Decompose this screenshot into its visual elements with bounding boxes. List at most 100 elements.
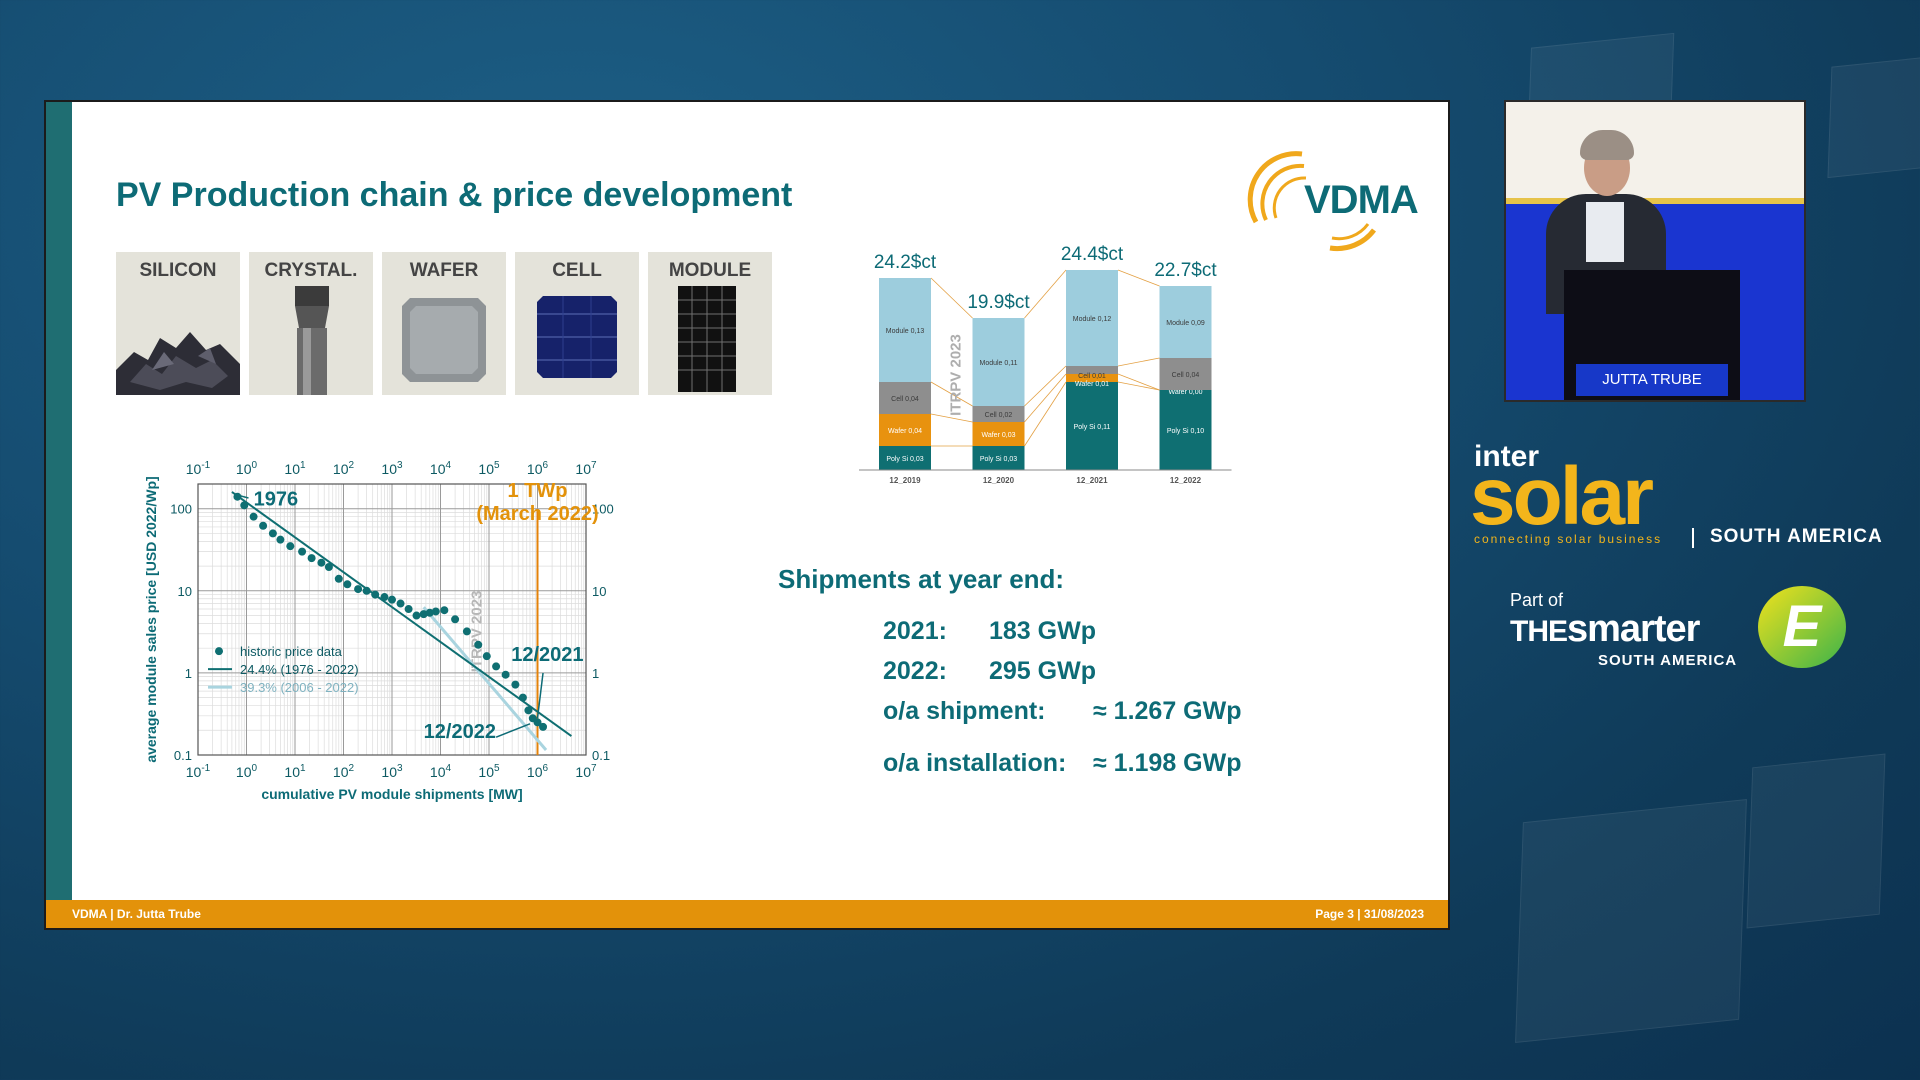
bar-segment-module <box>1159 286 1212 358</box>
bar-segment-cell <box>1159 358 1212 390</box>
price-data-point <box>451 615 460 624</box>
wafer-icon <box>402 298 486 382</box>
bar-segment-module <box>879 278 931 382</box>
bar-segment-label: Poly Si 0,03 <box>980 456 1017 463</box>
y-tick-label: 0.1 <box>174 748 192 763</box>
chain-label: MODULE <box>668 260 752 281</box>
bar-segment-label: Poly Si 0,11 <box>1074 424 1111 431</box>
price-data-point <box>524 706 533 715</box>
chain-wafer: WAFER <box>382 252 506 395</box>
intersolar-tagline: connecting solar business <box>1474 532 1663 546</box>
background-panel <box>1827 53 1920 179</box>
chain-label: CELL <box>552 260 602 281</box>
chain-label: CRYSTAL. <box>264 260 358 281</box>
y-tick-label-right: 10 <box>592 584 606 599</box>
y-tick-label: 100 <box>170 502 192 517</box>
bar-segment-poly-si <box>1159 390 1212 470</box>
x-tick-label: 10-1 <box>186 763 211 780</box>
shipment-label: 2021: <box>883 617 947 645</box>
bar-connector-line <box>1117 381 1160 391</box>
stage-stripe <box>1506 198 1804 204</box>
cost-breakdown-chart: Poly Si 0,03 Wafer 0,04 Cell 0,04 Module 0,… <box>859 245 1232 485</box>
bar-segment-module <box>1066 270 1118 366</box>
price-data-point <box>501 670 510 679</box>
itrpv-watermark: ITRPV 2023 <box>468 591 485 673</box>
solar-cell-icon <box>537 296 617 378</box>
bar-connector-line <box>1117 269 1160 287</box>
x-axis-label: cumulative PV module shipments [MW] <box>261 786 522 802</box>
annotation-1976: 1976 <box>254 488 299 510</box>
annotation-1twp: 1 TWp <box>508 480 568 502</box>
intersolar-solar: solar <box>1470 451 1654 542</box>
y-tick-label: 10 <box>178 584 192 599</box>
bar-segment-label: Cell 0,04 <box>1172 372 1200 379</box>
price-data-point <box>380 593 389 602</box>
annotation-12-2022: 12/2022 <box>424 721 496 743</box>
shipment-row-total: o/a shipment: ≈ 1.267 GWp <box>883 697 1242 726</box>
itrpv-watermark: ITRPV 2023 <box>948 334 965 416</box>
vdma-logo-text: VDMA <box>1304 178 1419 222</box>
bar-segment-label: Cell 0,01 <box>1078 373 1106 380</box>
price-data-point <box>482 652 491 661</box>
bar-total-label: 19.9$ct <box>967 292 1030 313</box>
presentation-slide: PV Production chain & price development … <box>44 100 1450 930</box>
chain-module: MODULE <box>648 252 772 395</box>
slide-accent-strip <box>46 102 72 902</box>
x-tick-label-top: 105 <box>478 460 500 477</box>
price-data-point <box>298 547 307 556</box>
the-smarter-e-logo-icon: E <box>1758 586 1846 668</box>
bar-segment-label: Wafer 0,04 <box>888 428 922 435</box>
y-tick-label-right: 0.1 <box>592 748 610 763</box>
bar-category-label: 12_2019 <box>889 476 921 485</box>
x-tick-label: 100 <box>236 763 258 780</box>
part-of-label: Part of <box>1510 590 1564 610</box>
price-data-point <box>518 693 527 702</box>
slide-footer: VDMA | Dr. Jutta Trube Page 3 | 31/08/20… <box>46 900 1448 928</box>
vdma-logo: VDMA <box>1246 144 1426 254</box>
price-data-point <box>492 662 501 671</box>
x-tick-label-top: 102 <box>333 460 355 477</box>
chain-silicon: SILICON <box>116 252 240 395</box>
bar-segment-cell <box>879 382 931 414</box>
x-tick-label: 106 <box>527 763 549 780</box>
bar-connector-line <box>930 381 973 407</box>
x-tick-label: 103 <box>381 763 403 780</box>
price-data-point <box>343 580 352 589</box>
bar-segment-label: Wafer 0,00 <box>1169 389 1203 396</box>
x-tick-label-top: 103 <box>381 460 403 477</box>
price-data-point <box>425 608 434 617</box>
bar-segment-label: Cell 0,04 <box>891 396 919 403</box>
price-data-point <box>362 586 371 595</box>
price-data-point <box>307 554 316 563</box>
annotation-arrow <box>238 494 249 499</box>
y-tick-label-right: 1 <box>592 666 599 681</box>
the-smarter-logo: THEsmarter <box>1510 608 1700 651</box>
bar-segment-poly-si <box>972 446 1025 470</box>
bar-connector-line <box>1117 357 1160 367</box>
x-tick-label: 104 <box>430 763 452 780</box>
e-letter: E <box>1783 594 1824 659</box>
bar-segment-poly-si <box>1066 382 1118 470</box>
stage-backdrop <box>1506 102 1804 198</box>
fit-line-1976-2022 <box>231 491 572 737</box>
shipment-row-2022: 2022: 295 GWp <box>883 657 1096 686</box>
price-data-point <box>388 595 396 604</box>
background-panel <box>1746 753 1886 929</box>
price-data-point <box>419 610 428 619</box>
price-data-point <box>317 558 326 567</box>
price-data-point <box>539 722 548 731</box>
y-tick-label-right: 100 <box>592 502 614 517</box>
y-axis-label: average module sales price [USD 2022/Wp] <box>143 476 159 762</box>
bar-segment-label: Poly Si 0,03 <box>886 456 923 463</box>
bar-segment-label: Module 0,11 <box>979 360 1017 367</box>
y-tick-label: 1 <box>185 666 192 681</box>
x-tick-label-top: 107 <box>575 460 597 477</box>
price-data-point <box>511 680 520 689</box>
bar-total-label: 24.2$ct <box>874 252 937 273</box>
vdma-arcs-icon <box>1247 151 1377 252</box>
price-data-point <box>396 599 405 608</box>
bar-segment-label: Poly Si 0,10 <box>1167 428 1204 435</box>
price-data-point <box>462 627 471 636</box>
price-data-point <box>240 501 249 510</box>
x-tick-label-top: 100 <box>236 460 258 477</box>
